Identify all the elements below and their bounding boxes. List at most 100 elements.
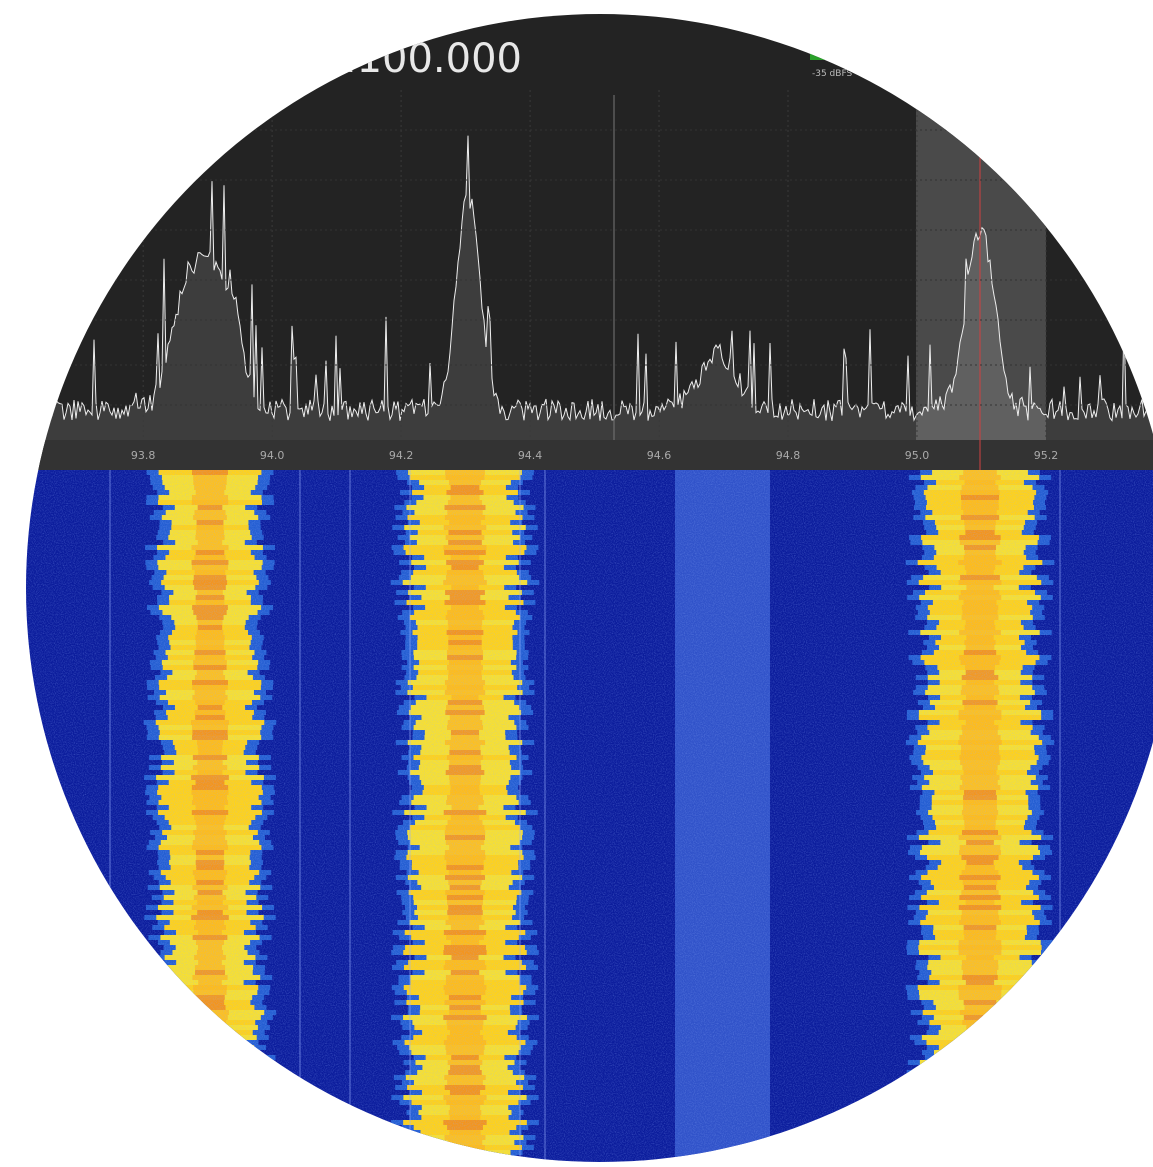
signal-core — [959, 1060, 1001, 1065]
signal-core — [195, 1030, 225, 1035]
signal-core — [194, 1020, 226, 1025]
signal-band — [936, 1120, 1024, 1125]
signal-band — [923, 1150, 1037, 1155]
signal-band — [173, 1135, 248, 1140]
signal-band — [167, 1115, 253, 1120]
signal-halo — [924, 1075, 1037, 1080]
signal-core — [196, 1095, 224, 1100]
signal-band — [934, 1050, 1026, 1055]
signal-halo — [907, 1070, 1053, 1075]
signal-core — [194, 1105, 227, 1110]
signal-halo — [925, 1055, 1035, 1060]
signal-core — [965, 1125, 996, 1130]
tick-label: 94.6 — [647, 449, 672, 462]
signal-halo — [154, 1130, 265, 1135]
signal-halo — [161, 1135, 260, 1140]
signal-halo — [152, 1110, 269, 1115]
signal-halo — [908, 1145, 1053, 1150]
signal-halo — [159, 1080, 260, 1085]
signal-core — [197, 1135, 223, 1140]
signal-halo — [922, 1065, 1037, 1070]
signal-halo — [145, 1055, 276, 1060]
signal-halo — [149, 1085, 271, 1090]
signal-core — [194, 1110, 227, 1115]
signal-core — [451, 1155, 479, 1160]
signal-core — [195, 1115, 225, 1120]
signal-band — [931, 1155, 1030, 1160]
signal-core — [192, 1160, 228, 1165]
signal-halo — [164, 1065, 257, 1070]
signal-halo — [919, 1155, 1042, 1160]
signal-band — [937, 1055, 1023, 1060]
signal-band — [934, 1065, 1025, 1070]
clipped-view: 93.894.094.294.494.694.895.095.2 95.100.… — [0, 0, 1153, 1167]
signal-band — [937, 1110, 1022, 1115]
signal-core — [959, 1145, 1001, 1150]
signal-halo — [155, 1120, 266, 1125]
signal-band — [922, 1090, 1037, 1095]
signal-halo — [924, 1120, 1036, 1125]
signal-band — [166, 1090, 253, 1095]
signal-halo — [911, 1130, 1049, 1135]
signal-band — [923, 1085, 1037, 1090]
signal-core — [966, 1045, 995, 1050]
signal-core — [193, 1025, 227, 1030]
signal-core — [197, 1060, 223, 1065]
signal-band — [936, 1125, 1024, 1130]
signal-band — [920, 1145, 1041, 1150]
signal-core — [963, 1105, 997, 1110]
signal-core — [964, 1050, 996, 1055]
signal-band — [920, 1060, 1040, 1065]
level-meter-label: -35 dBFS — [812, 69, 852, 79]
signal-halo — [925, 1110, 1034, 1115]
signal-band — [161, 1085, 259, 1090]
signal-core — [449, 1150, 481, 1155]
signal-halo — [155, 1150, 265, 1155]
signal-halo — [161, 1050, 259, 1055]
signal-core — [192, 1070, 227, 1075]
signal-core — [195, 1120, 225, 1125]
signal-band — [176, 1065, 245, 1070]
signal-band — [932, 1135, 1029, 1140]
signal-band — [157, 1055, 264, 1060]
signal-band — [174, 1040, 247, 1045]
signal-core — [965, 1055, 995, 1060]
signal-core — [961, 1040, 998, 1045]
signal-halo — [155, 1115, 265, 1120]
signal-band — [167, 1150, 253, 1155]
signal-halo — [908, 1060, 1052, 1065]
tick-label: 93.8 — [131, 449, 156, 462]
signal-halo — [154, 1090, 265, 1095]
signal-band — [426, 1155, 505, 1160]
signal-core — [959, 1070, 1002, 1075]
signal-band — [159, 1070, 260, 1075]
signal-halo — [414, 1160, 516, 1165]
signal-band — [166, 1045, 254, 1050]
signal-band — [156, 1145, 263, 1150]
signal-core — [965, 1120, 996, 1125]
signal-core — [195, 1130, 225, 1135]
tick-label: 95.2 — [1034, 449, 1059, 462]
sdr-view: 93.894.094.294.494.694.895.095.2 95.100.… — [0, 0, 1153, 1167]
signal-halo — [151, 1105, 268, 1110]
signal-halo — [144, 1140, 276, 1145]
signal-core — [196, 1080, 223, 1085]
signal-core — [958, 1160, 1001, 1165]
signal-core — [194, 1100, 226, 1105]
signal-halo — [158, 1155, 261, 1160]
signal-band — [172, 1060, 247, 1065]
tick-label: 94.0 — [260, 449, 285, 462]
signal-halo — [147, 1070, 272, 1075]
signal-band — [426, 1160, 504, 1165]
signal-band — [171, 1075, 250, 1080]
signal-core — [967, 1080, 994, 1085]
signal-halo — [159, 1075, 262, 1080]
signal-core — [960, 1150, 1000, 1155]
signal-core — [965, 1075, 996, 1080]
signal-halo — [162, 1040, 259, 1045]
level-meter-cap — [810, 45, 850, 48]
page: 93.894.094.294.494.694.895.095.2 95.100.… — [0, 0, 1153, 1167]
signal-core — [195, 1090, 226, 1095]
signal-core — [197, 1040, 223, 1045]
signal-core — [196, 1075, 223, 1080]
